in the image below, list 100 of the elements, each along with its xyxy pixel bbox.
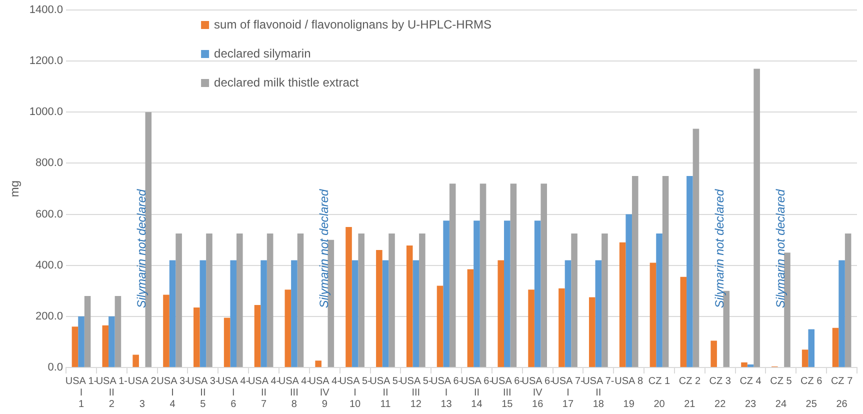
x-tick-label: USA 6- IV 16 (522, 376, 554, 410)
bar (230, 260, 237, 367)
x-tick-label: USA 5- II 11 (370, 376, 402, 410)
bar (72, 326, 78, 367)
bar (236, 233, 243, 367)
category-label: CZ 7 26 (830, 376, 853, 410)
bar (710, 340, 717, 367)
bar (534, 220, 541, 367)
bar (102, 325, 109, 367)
bar (474, 220, 480, 367)
bar (176, 233, 182, 367)
y-tick-label: 400.0 (36, 259, 64, 272)
x-tick-label: USA 4- III 8 (278, 376, 310, 410)
bar (802, 350, 808, 367)
bar (632, 176, 638, 367)
bar (358, 233, 364, 367)
bar (412, 260, 420, 367)
bar (163, 294, 170, 367)
x-tick-label: USA 4- I 6 (218, 376, 250, 410)
x-tick-label: USA 6- I 13 (430, 376, 462, 410)
annotation: Silymarin not declared (773, 189, 788, 308)
x-tick-label: USA 4- IV 9 (308, 376, 340, 410)
category-label: CZ 2 21 (678, 376, 701, 410)
annotation: Silymarin not declared (316, 189, 331, 308)
bar (284, 290, 292, 367)
bar (498, 260, 504, 367)
bar (680, 276, 687, 367)
bar (528, 290, 534, 367)
bar (558, 288, 565, 367)
bar (656, 233, 662, 367)
category-label: CZ 4 23 (740, 376, 762, 410)
annotation: Silymarin not declared (134, 189, 148, 308)
bar (686, 176, 693, 367)
bar (626, 214, 632, 367)
bar (540, 184, 548, 367)
x-tick-label: USA 4- II 7 (248, 376, 280, 410)
category-label: USA 8 19 (614, 376, 644, 410)
bar (346, 227, 352, 367)
bar (132, 354, 139, 367)
bar (382, 260, 389, 367)
y-tick-label: 1000.0 (29, 106, 64, 118)
y-tick-label: 800.0 (36, 157, 64, 170)
bar (571, 233, 578, 367)
bar (619, 242, 626, 367)
bar (443, 220, 450, 367)
x-tick-label: USA 3- I 4 (156, 376, 188, 410)
category-label: CZ 6 25 (800, 376, 822, 410)
y-tick-label: 1200.0 (29, 55, 64, 68)
bar (352, 260, 358, 367)
bar (595, 260, 602, 367)
bar (254, 304, 261, 367)
bar (747, 364, 754, 367)
x-tick-label: USA 5- III 12 (400, 376, 432, 410)
bar (449, 184, 456, 367)
bar (388, 233, 395, 367)
bar (832, 328, 839, 367)
y-axis-title: mg (8, 180, 22, 198)
legend-label: declared milk thistle extract (214, 75, 360, 90)
category-label: USA 2 3 (128, 376, 156, 410)
bar (406, 245, 413, 367)
bar (564, 260, 572, 367)
x-tick-label: USA 6- III 15 (491, 376, 523, 410)
x-tick-label: USA 1- I 1 (65, 376, 98, 410)
bar (200, 260, 206, 367)
y-tick-label: 0.0 (48, 362, 64, 374)
bar (467, 269, 474, 367)
bar (692, 128, 700, 367)
bar (844, 233, 852, 367)
bar (206, 233, 212, 367)
bar (480, 184, 486, 367)
bar (291, 260, 298, 367)
bar (504, 220, 510, 367)
x-tick-label: USA 3- II 5 (187, 376, 219, 410)
x-tick-label: USA 7- II 18 (582, 376, 614, 410)
bar (297, 233, 304, 367)
category-label: CZ 3 22 (709, 376, 731, 410)
category-label: CZ 1 20 (648, 376, 670, 410)
x-tick-label: USA 1- II 2 (96, 376, 128, 410)
bar (224, 318, 230, 367)
bar (602, 233, 608, 367)
bar (436, 286, 444, 367)
annotation: Silymarin not declared (712, 189, 726, 308)
bar (194, 307, 200, 367)
bar (838, 260, 845, 367)
bar (78, 316, 84, 367)
bar (315, 360, 322, 367)
bar (376, 250, 382, 367)
x-tick-label: USA 6- II 14 (460, 376, 493, 410)
bar (808, 329, 815, 367)
bar (588, 297, 596, 367)
bar (754, 68, 760, 367)
bar (108, 316, 115, 367)
x-tick-label: USA 7- I 17 (552, 376, 584, 410)
bar (266, 233, 274, 367)
bar (84, 296, 91, 367)
legend-label: declared silymarin (214, 46, 311, 60)
bar (114, 296, 122, 367)
bar (650, 262, 656, 367)
category-label: CZ 5 24 (770, 376, 792, 410)
bar (260, 260, 267, 367)
